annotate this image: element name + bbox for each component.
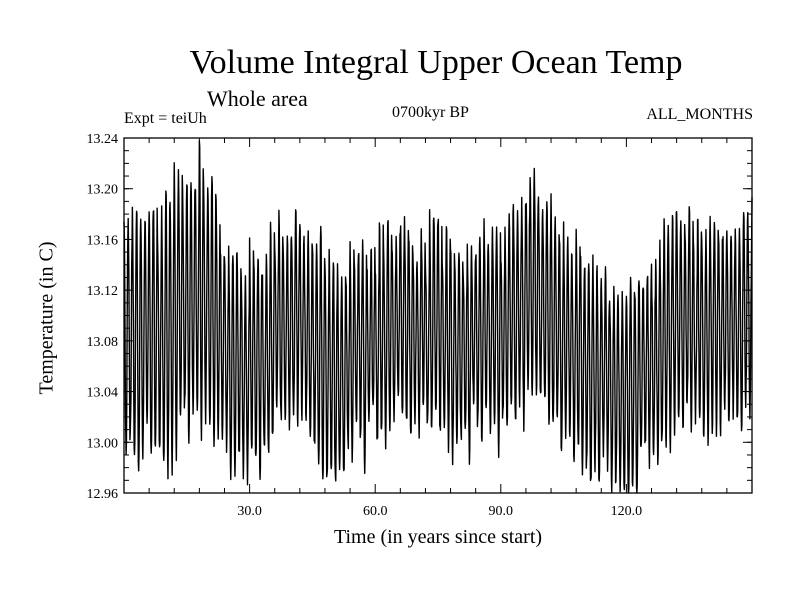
y-tick-label: 12.96 (87, 487, 119, 502)
experiment-label: Expt = teiUh (124, 110, 207, 127)
plot-frame (123, 137, 753, 494)
temperature-series-line (123, 140, 753, 494)
y-tick-label: 13.04 (87, 386, 119, 401)
x-axis-label: Time (in years since start) (333, 526, 543, 548)
y-tick-label: 13.00 (87, 436, 119, 451)
series-layer (123, 140, 753, 494)
ticks-layer: 12.96 13.00 13.04 13.08 13.12 13.16 13.20 13.24… (87, 132, 752, 519)
x-tick-label: 120.0 (611, 504, 643, 519)
y-tick-label: 13.08 (87, 335, 119, 350)
months-label: ALL_MONTHS (646, 106, 753, 123)
chart-title: Volume Integral Upper Ocean Temp (189, 44, 683, 81)
y-tick-label: 13.20 (87, 183, 119, 198)
x-tick-label: 60.0 (363, 504, 388, 519)
period-label: 0700kyr BP (392, 104, 469, 121)
y-tick-label: 13.16 (87, 233, 119, 248)
y-tick-label: 13.12 (87, 284, 119, 299)
chart-subtitle: Whole area (207, 86, 308, 111)
x-tick-label: 30.0 (237, 504, 262, 519)
x-tick-label: 90.0 (489, 504, 514, 519)
y-tick-label: 13.24 (87, 132, 119, 147)
